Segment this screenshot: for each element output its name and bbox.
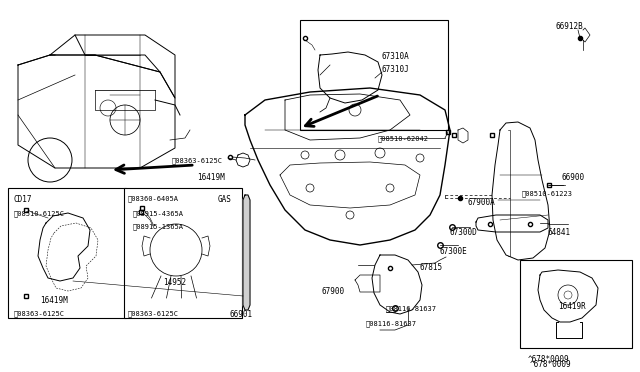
Bar: [124, 188, 242, 318]
Text: 67900: 67900: [322, 287, 345, 296]
Bar: [8, 188, 126, 318]
Text: Ⓢ08510-61223: Ⓢ08510-61223: [522, 190, 573, 197]
Polygon shape: [243, 195, 250, 310]
Text: 67310A: 67310A: [382, 52, 410, 61]
Text: 67310J: 67310J: [382, 65, 410, 74]
Text: Ⓢ08510-62042: Ⓢ08510-62042: [378, 135, 429, 142]
Text: Ⓥ08915-4365A: Ⓥ08915-4365A: [133, 210, 184, 217]
Text: 14952: 14952: [163, 278, 186, 287]
Text: 67300E: 67300E: [440, 247, 468, 256]
Text: Ⓢ08363-6125C: Ⓢ08363-6125C: [172, 157, 223, 164]
Text: 67300D: 67300D: [450, 228, 477, 237]
Text: Ⓢ08363-6125C: Ⓢ08363-6125C: [14, 310, 65, 317]
Text: 16419R: 16419R: [558, 302, 586, 311]
Bar: [300, 20, 448, 130]
Text: Ⓢ08360-6405A: Ⓢ08360-6405A: [128, 195, 179, 202]
Bar: [520, 260, 632, 348]
Text: Ⓑ08116-81637: Ⓑ08116-81637: [386, 305, 437, 312]
Text: ^678*0009: ^678*0009: [528, 355, 570, 364]
Text: Ⓢ08363-6125C: Ⓢ08363-6125C: [128, 310, 179, 317]
Text: CD17: CD17: [14, 195, 33, 204]
Text: 64841: 64841: [548, 228, 571, 237]
Text: GAS: GAS: [218, 195, 232, 204]
Text: Ⓑ08116-81637: Ⓑ08116-81637: [366, 320, 417, 327]
Text: 67815: 67815: [420, 263, 443, 272]
Text: 67900A: 67900A: [467, 198, 495, 207]
Text: 66901: 66901: [230, 310, 253, 319]
Text: 16419M: 16419M: [197, 173, 225, 182]
Text: Ⓥ08915-1365A: Ⓥ08915-1365A: [133, 223, 184, 230]
Text: ^678*0009: ^678*0009: [530, 360, 572, 369]
Text: 66912B: 66912B: [556, 22, 584, 31]
Text: 66900: 66900: [561, 173, 584, 182]
Text: 16419M: 16419M: [40, 296, 68, 305]
Text: Ⓢ08510-6125C: Ⓢ08510-6125C: [14, 210, 65, 217]
